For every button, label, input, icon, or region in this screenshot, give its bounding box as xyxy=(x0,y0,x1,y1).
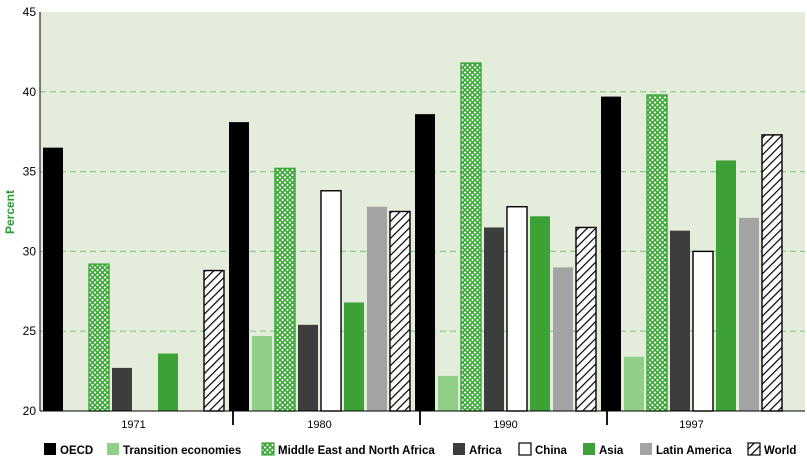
bar-china-1997 xyxy=(692,250,714,412)
x-tick-label: 1980 xyxy=(307,419,331,431)
bar-transition-economies-1997 xyxy=(624,356,644,411)
legend-item-africa: Africa xyxy=(453,443,502,457)
y-tick-label: 45 xyxy=(23,5,37,19)
bar-latin-america-1980 xyxy=(367,206,387,411)
legend-label: Latin America xyxy=(656,445,732,457)
bar-middle-east-and-north-africa-1971 xyxy=(88,263,110,412)
bar-world-1980 xyxy=(389,210,411,412)
legend-swatch xyxy=(518,442,532,456)
bar-middle-east-and-north-africa-1997 xyxy=(646,94,668,412)
bar-asia-1980 xyxy=(344,302,364,411)
y-tick-label: 30 xyxy=(23,244,37,258)
legend-label: Middle East and North Africa xyxy=(278,445,435,457)
bar-transition-economies-1980 xyxy=(252,335,272,411)
bar-asia-1997 xyxy=(716,160,736,411)
legend-item-middle-east-and-north-africa: Middle East and North Africa xyxy=(261,442,435,457)
bar-asia-1990 xyxy=(530,216,550,411)
y-tick-label: 40 xyxy=(23,85,37,99)
x-tick-label: 1971 xyxy=(121,419,145,431)
y-tick-label: 25 xyxy=(23,324,37,338)
y-tick-label: 20 xyxy=(23,404,37,418)
bar-world-1990 xyxy=(575,226,597,412)
legend-label: Asia xyxy=(599,445,624,457)
bar-latin-america-1997 xyxy=(739,217,759,411)
legend-label: Transition economies xyxy=(123,445,241,457)
bar-africa-1990 xyxy=(484,227,504,411)
bar-asia-1971 xyxy=(158,353,178,411)
legend-item-transition-economies: Transition economies xyxy=(107,443,241,457)
bar-africa-1971 xyxy=(112,367,132,411)
bar-oecd-1990 xyxy=(415,114,435,412)
legend: OECD Transition economies Middle East and … xyxy=(44,442,796,457)
legend-swatch xyxy=(583,443,595,455)
legend-swatch xyxy=(640,443,652,455)
legend-item-latin-america: Latin America xyxy=(640,443,732,457)
x-tick-label: 1990 xyxy=(493,419,517,431)
legend-item-oecd: OECD xyxy=(44,443,93,457)
axes: 20 25 30 35 40 45 1971 1980 1990 1997 xyxy=(23,5,805,431)
legend-swatch xyxy=(747,442,761,456)
legend-label: World xyxy=(764,445,796,457)
legend-item-asia: Asia xyxy=(583,443,624,457)
bar-latin-america-1990 xyxy=(553,267,573,411)
bar-middle-east-and-north-africa-1980 xyxy=(274,167,296,412)
bar-china-1990 xyxy=(506,206,528,412)
bar-oecd-1971 xyxy=(43,147,63,411)
legend-swatch xyxy=(261,442,275,456)
y-tick-label: 35 xyxy=(23,165,37,179)
bars xyxy=(43,62,783,412)
x-tick-label: 1997 xyxy=(679,419,703,431)
bar-middle-east-and-north-africa-1990 xyxy=(460,62,482,412)
bar-world-1997 xyxy=(761,134,783,412)
bar-africa-1980 xyxy=(298,324,318,411)
legend-swatch xyxy=(453,443,465,455)
bar-oecd-1980 xyxy=(229,122,249,412)
bar-world-1971 xyxy=(203,269,225,412)
legend-swatch xyxy=(44,443,56,455)
legend-label: OECD xyxy=(60,445,93,457)
legend-item-world: World xyxy=(747,442,796,457)
bar-oecd-1997 xyxy=(601,96,621,411)
bar-china-1980 xyxy=(320,190,342,412)
bar-transition-economies-1990 xyxy=(438,375,458,411)
legend-swatch xyxy=(107,443,119,455)
legend-label: China xyxy=(535,445,568,457)
bar-africa-1997 xyxy=(670,230,690,411)
legend-item-china: China xyxy=(518,442,568,457)
legend-label: Africa xyxy=(469,445,502,457)
y-axis-label: Percent xyxy=(3,190,17,234)
